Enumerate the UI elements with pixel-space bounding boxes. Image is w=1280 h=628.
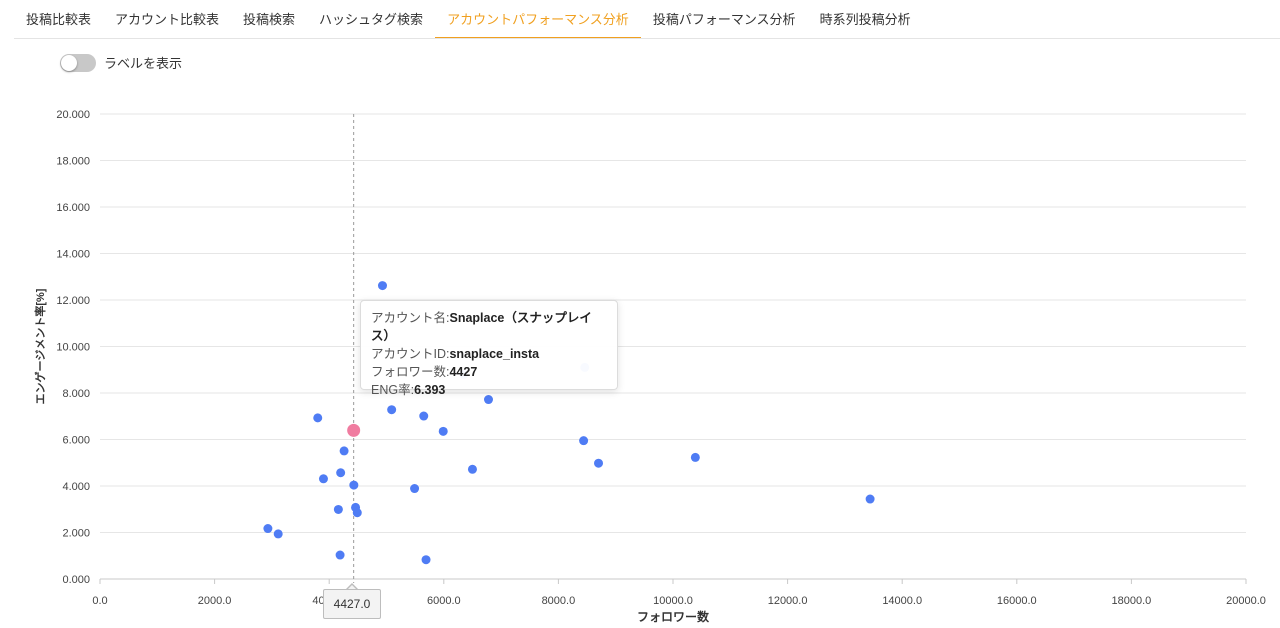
tooltip-eng-rate: ENG率:6.393 — [371, 383, 446, 397]
tab-5[interactable]: 投稿パフォーマンス分析 — [652, 12, 796, 27]
tooltip-followers: フォロワー数:4427 — [371, 365, 478, 379]
data-point — [339, 446, 349, 456]
x-tick-label: 16000.0 — [997, 595, 1037, 607]
tab-bar: 投稿比較表 アカウント比較表 投稿検索 ハッシュタグ検索 アカウントパフォーマンス分析投… — [14, 0, 1280, 39]
y-tick-label: 8.000 — [62, 388, 90, 400]
show-labels-toggle[interactable] — [60, 53, 96, 72]
tab-3[interactable]: ハッシュタグ検索 — [319, 12, 424, 27]
data-point — [336, 468, 346, 478]
y-tick-label: 10.000 — [56, 342, 90, 354]
x-tick-label: 6000.0 — [427, 595, 461, 607]
highlighted-data-point — [347, 423, 361, 437]
tab-4[interactable]: アカウントパフォーマンス分析 — [435, 0, 641, 38]
data-point — [352, 508, 362, 518]
crosshair-x-label: 4427.0 — [323, 589, 381, 619]
data-point — [349, 480, 359, 490]
crosshair-label-arrow-fill — [347, 584, 357, 590]
tab-2[interactable]: 投稿検索 — [243, 12, 296, 27]
x-tick-label: 2000.0 — [198, 595, 232, 607]
data-point — [410, 484, 420, 494]
tab-6[interactable]: 時系列投稿分析 — [819, 12, 911, 27]
y-tick-label: 12.000 — [56, 295, 90, 307]
y-tick-label: 4.000 — [62, 481, 90, 493]
data-point — [865, 494, 875, 504]
x-tick-label: 12000.0 — [768, 595, 808, 607]
data-point — [333, 504, 343, 514]
data-point — [421, 555, 431, 565]
data-point — [419, 411, 429, 421]
data-point — [594, 458, 604, 468]
tooltip-account-id: アカウントID:snaplace_insta — [371, 347, 540, 361]
toggle-knob — [61, 54, 77, 71]
data-point — [579, 436, 589, 446]
x-tick-label: 18000.0 — [1112, 595, 1152, 607]
label-toggle-row: ラベルを表示 — [60, 53, 182, 72]
data-point — [467, 464, 477, 474]
data-point — [377, 281, 387, 291]
tab-0[interactable]: 投稿比較表 — [26, 12, 92, 27]
tooltip-account-name: アカウント名:Snaplace（スナップレイス） — [371, 311, 592, 343]
show-labels-text: ラベルを表示 — [104, 56, 183, 71]
data-point — [318, 474, 328, 484]
data-point — [690, 452, 700, 462]
y-tick-label: 0.000 — [62, 574, 90, 586]
x-tick-label: 14000.0 — [882, 595, 922, 607]
data-point — [313, 413, 323, 423]
data-point — [438, 426, 448, 436]
x-axis-title: フォロワー数 — [637, 609, 710, 624]
point-tooltip: アカウント名:Snaplace（スナップレイス） アカウントID:snaplac… — [360, 300, 618, 397]
y-tick-label: 20.000 — [56, 109, 90, 121]
x-tick-label: 0.0 — [92, 595, 107, 607]
y-axis-title: エンゲージメント率[%] — [33, 288, 47, 404]
y-tick-label: 14.000 — [56, 249, 90, 261]
y-tick-label: 16.000 — [56, 202, 90, 214]
data-point — [263, 524, 273, 534]
y-tick-label: 18.000 — [56, 156, 90, 168]
x-tick-label: 8000.0 — [542, 595, 576, 607]
data-point — [483, 395, 493, 405]
data-point — [387, 405, 397, 415]
tab-1[interactable]: アカウント比較表 — [115, 12, 220, 27]
x-tick-label: 10000.0 — [653, 595, 693, 607]
data-point — [335, 550, 345, 560]
data-point — [273, 529, 283, 539]
y-tick-label: 6.000 — [62, 435, 90, 447]
x-tick-label: 20000.0 — [1226, 595, 1266, 607]
y-tick-label: 2.000 — [62, 528, 90, 540]
